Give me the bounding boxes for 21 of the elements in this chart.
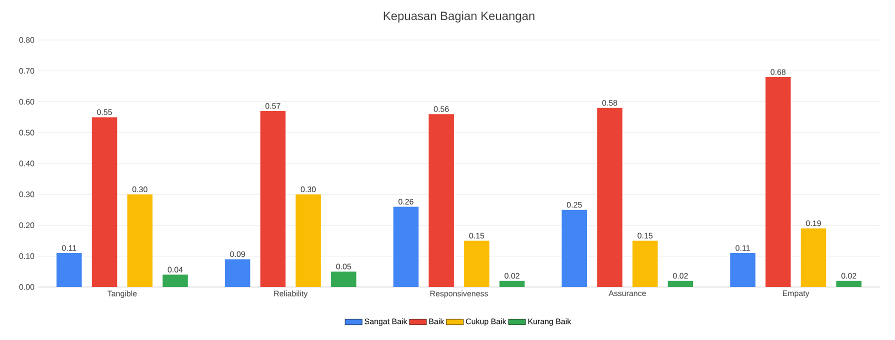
bar <box>597 108 622 287</box>
bar <box>393 206 419 287</box>
bar <box>127 194 153 287</box>
bar <box>632 240 658 287</box>
bar <box>331 272 356 287</box>
bar <box>92 117 118 287</box>
bar <box>296 194 321 287</box>
bar <box>800 228 826 287</box>
bar <box>766 77 791 287</box>
bar <box>464 240 490 287</box>
bar <box>499 280 525 287</box>
bar <box>162 274 188 287</box>
bar <box>224 259 250 287</box>
chart-title: Kepuasan Bagian Keuangan <box>384 11 534 23</box>
bar <box>730 253 756 287</box>
bar <box>428 114 454 287</box>
bar <box>668 280 694 287</box>
bar <box>260 111 286 287</box>
bar <box>836 280 862 287</box>
bar <box>562 210 587 287</box>
bar <box>56 253 82 287</box>
